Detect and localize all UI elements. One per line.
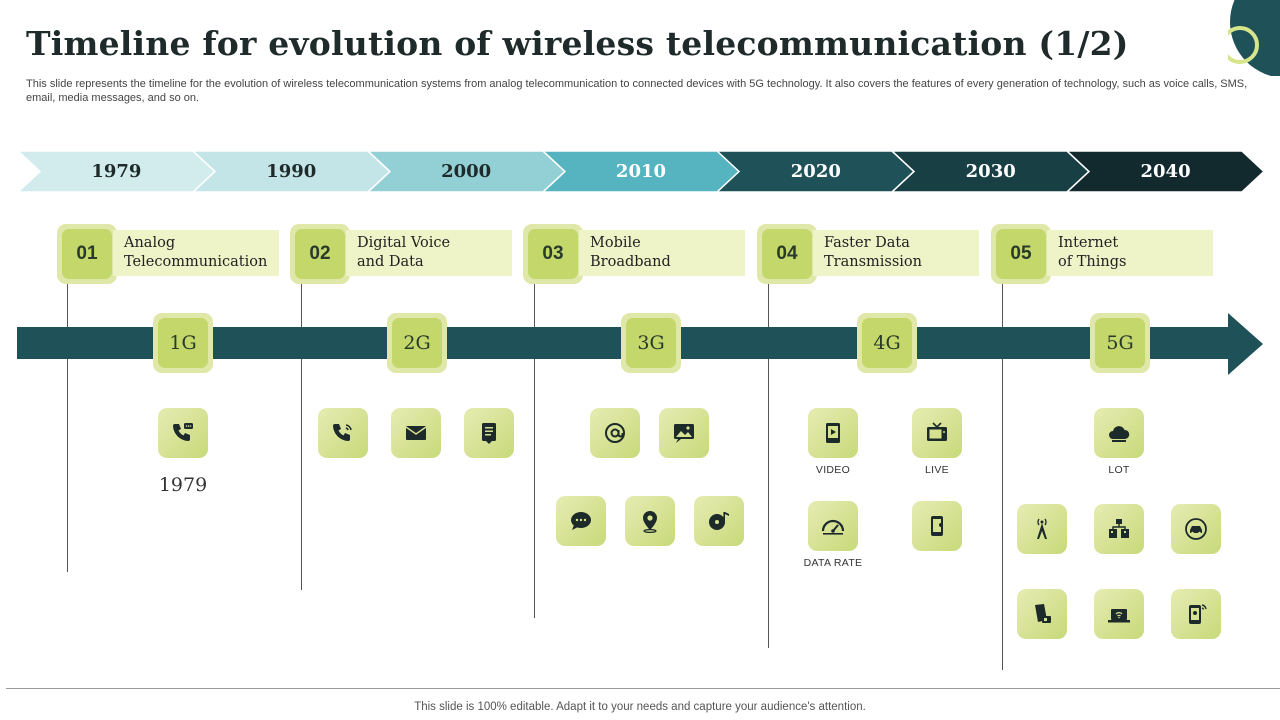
- chat-bubble-icon: [556, 496, 606, 546]
- timeline-guide-line: [301, 284, 302, 590]
- year-label: 1979: [91, 161, 142, 182]
- generation-number-box: 04: [757, 224, 817, 284]
- footer-note: This slide is 100% editable. Adapt it to…: [414, 701, 866, 713]
- timeline-guide-line: [768, 284, 769, 648]
- badge-2g: 2G: [387, 313, 447, 373]
- year-label: 2030: [965, 161, 1016, 182]
- generation-number: 02: [295, 229, 345, 279]
- smart-car-icon: [1171, 504, 1221, 554]
- generation-number-box: 01: [57, 224, 117, 284]
- generation-label-box: Internet of Things: [1047, 230, 1213, 276]
- music-disc-icon: [694, 496, 744, 546]
- timeline-guide-line: [67, 284, 68, 572]
- year-label: 2040: [1140, 161, 1191, 182]
- location-pin-icon: [625, 496, 675, 546]
- speedometer-icon: [808, 501, 858, 551]
- generation-number-box: 05: [991, 224, 1051, 284]
- generation-number-box: 03: [523, 224, 583, 284]
- video-icon: [808, 408, 858, 458]
- year-label: 2010: [615, 161, 667, 182]
- smartphone-icon: [912, 501, 962, 551]
- year-chevron-1979: 1979: [18, 151, 215, 192]
- tv-icon: [912, 408, 962, 458]
- tower-icon: [1017, 504, 1067, 554]
- slide-subtitle: This slide represents the timeline for t…: [26, 78, 1248, 104]
- generation-number-box: 02: [290, 224, 350, 284]
- generation-label-box: Faster Data Transmission: [813, 230, 979, 276]
- generation-number: 04: [762, 229, 812, 279]
- laptop-wifi-icon: [1094, 589, 1144, 639]
- generation-number: 01: [62, 229, 112, 279]
- phone-icon: [318, 408, 368, 458]
- at-sign-icon: [590, 408, 640, 458]
- badge-3g: 3G: [621, 313, 681, 373]
- generation-number: 03: [528, 229, 578, 279]
- year-label: 2000: [441, 161, 492, 182]
- year-chevron-2040: 2040: [1067, 151, 1264, 192]
- corner-circle-decoration: [1228, 0, 1280, 76]
- badge-label: 4G: [862, 318, 912, 368]
- g1-year-label: 1979: [158, 474, 208, 496]
- image-message-icon: [659, 408, 709, 458]
- year-label: 1990: [266, 161, 317, 182]
- year-chevron-bar: 1979 1990 2000 2010 2020 2030 2040: [18, 151, 1264, 192]
- footer-divider: [6, 688, 1280, 689]
- badge-label: 5G: [1095, 318, 1145, 368]
- generation-label-box: Mobile Broadband: [579, 230, 745, 276]
- timeline-guide-line: [1002, 284, 1003, 670]
- generation-label: Internet of Things: [1058, 235, 1127, 270]
- generation-number: 05: [996, 229, 1046, 279]
- envelope-icon: [391, 408, 441, 458]
- generation-label-box: Analog Telecommunication: [113, 230, 279, 276]
- data-rate-caption: DATA RATE: [803, 557, 863, 569]
- year-label: 2020: [790, 161, 841, 182]
- smartphone-wifi-icon: [1171, 589, 1221, 639]
- lot-caption: LOT: [1108, 464, 1130, 476]
- badge-label: 3G: [626, 318, 676, 368]
- generation-label: Mobile Broadband: [590, 235, 671, 270]
- year-chevron-2000: 2000: [367, 151, 565, 192]
- generation-label: Faster Data Transmission: [824, 235, 923, 270]
- year-chevron-2020: 2020: [717, 151, 915, 192]
- badge-4g: 4G: [857, 313, 917, 373]
- badge-label: 2G: [392, 318, 442, 368]
- network-icon: [1094, 504, 1144, 554]
- smart-card-icon: [1017, 589, 1067, 639]
- year-chevron-2030: 2030: [892, 151, 1090, 192]
- badge-1g: 1G: [153, 313, 213, 373]
- live-caption: LIVE: [925, 464, 949, 476]
- timeline-arrowhead: [1228, 313, 1263, 375]
- video-caption: VIDEO: [815, 464, 851, 476]
- generation-label: Analog Telecommunication: [124, 235, 268, 270]
- document-icon: [464, 408, 514, 458]
- badge-5g: 5G: [1090, 313, 1150, 373]
- generation-label-box: Digital Voice and Data: [346, 230, 512, 276]
- slide-title: Timeline for evolution of wireless telec…: [26, 24, 1129, 63]
- year-chevron-2010: 2010: [542, 151, 740, 192]
- generation-label: Digital Voice and Data: [357, 235, 451, 270]
- timeline-guide-line: [534, 284, 535, 618]
- phone-chat-icon: [158, 408, 208, 458]
- cloud-icon: [1094, 408, 1144, 458]
- year-chevron-1990: 1990: [192, 151, 390, 192]
- badge-label: 1G: [158, 318, 208, 368]
